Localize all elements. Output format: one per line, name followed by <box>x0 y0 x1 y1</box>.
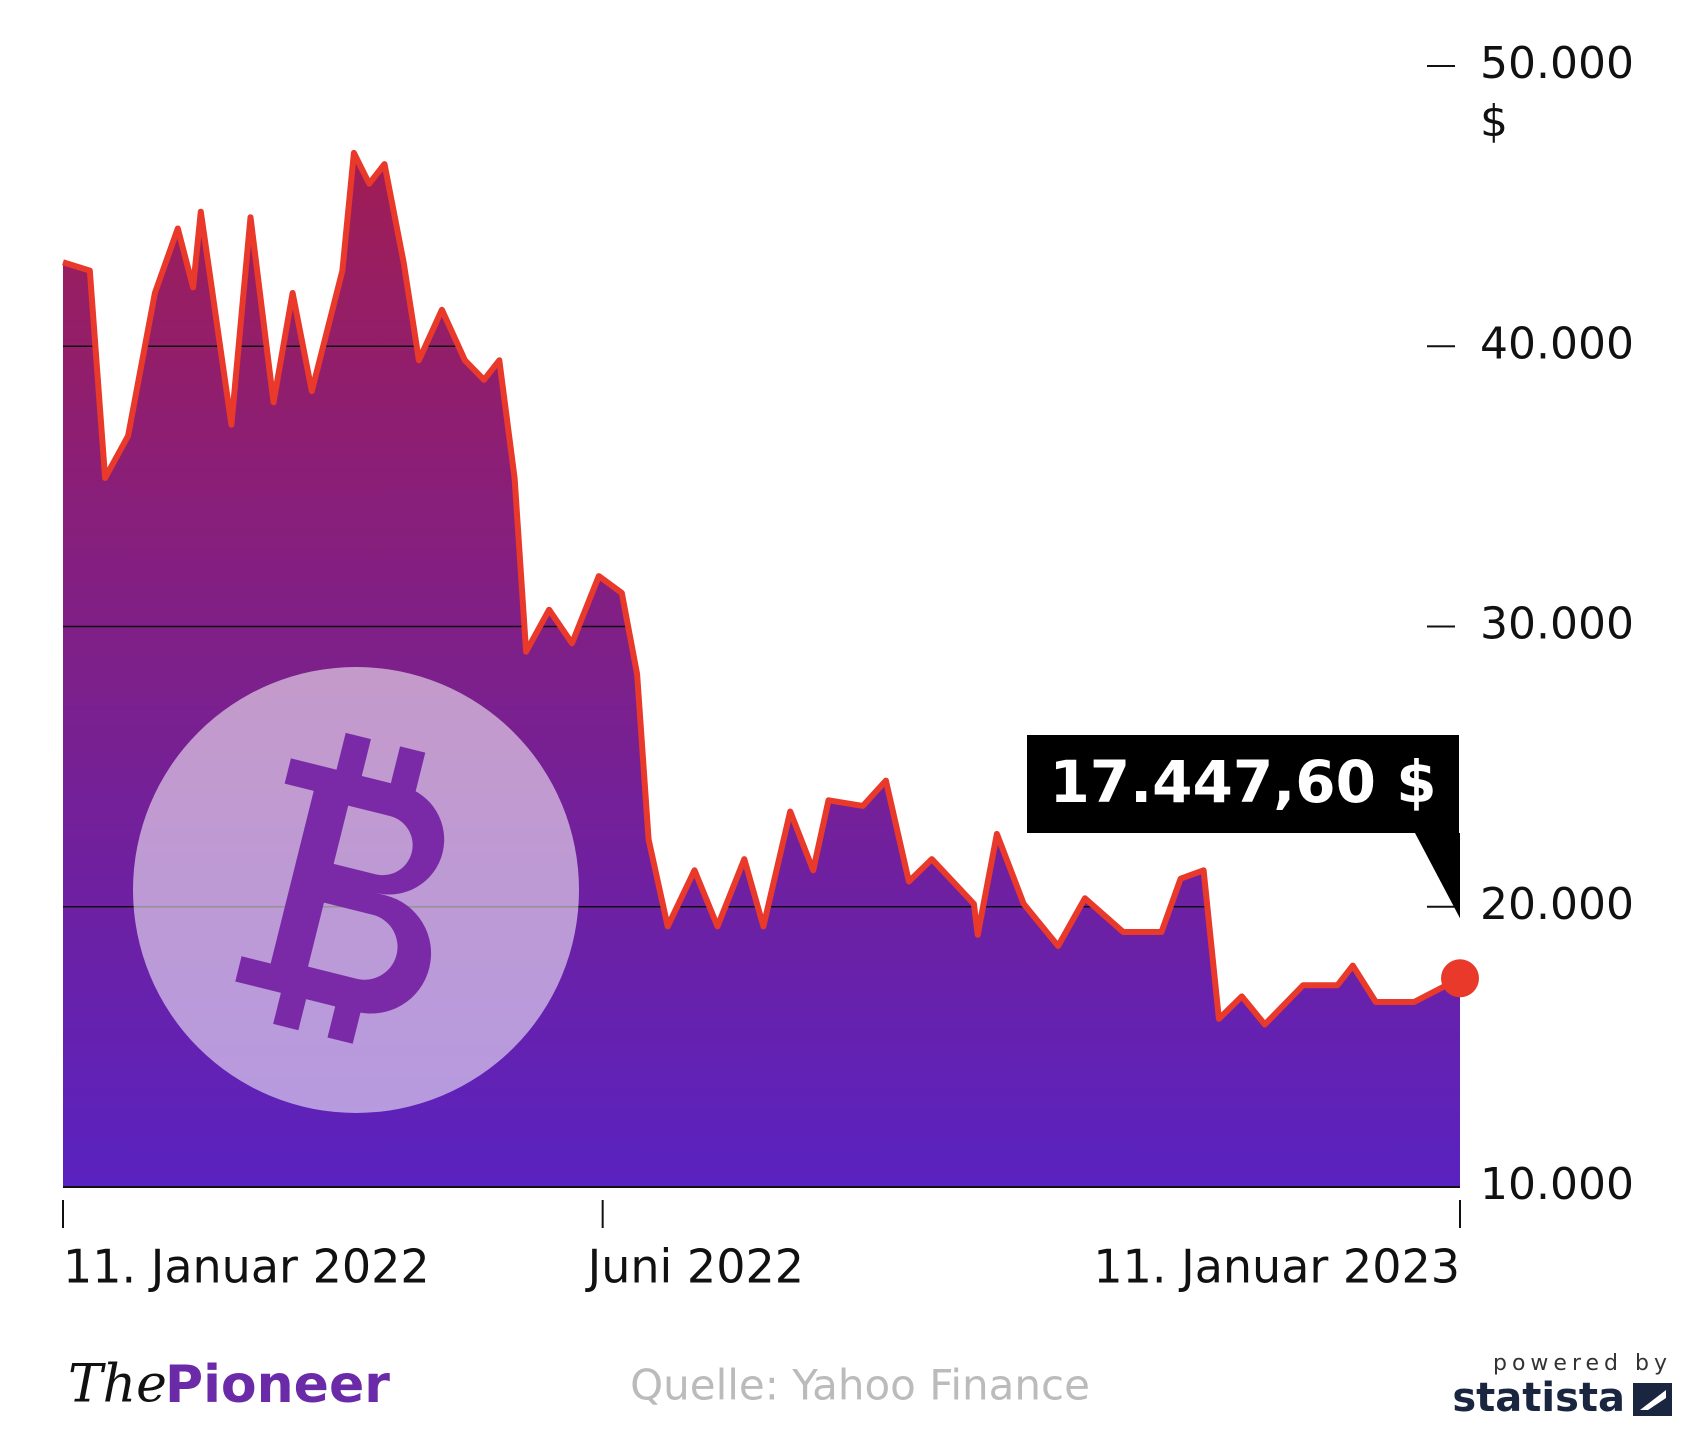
annotation-label: 17.447,60 $ <box>1049 748 1436 816</box>
brand-the: The <box>68 1355 167 1415</box>
annotation-box <box>1027 735 1459 833</box>
y-unit: $ <box>1480 96 1508 147</box>
statista-logo: statista <box>1452 1375 1625 1421</box>
y-tick-label: 40.000 <box>1480 318 1634 369</box>
y-tick-label: 50.000 <box>1480 38 1634 89</box>
overlay: 10.000 20.000 30.000 40.000 50.000 $11. Janua… <box>62 38 1634 1294</box>
y-tick-label: 10.000 <box>1480 1159 1634 1210</box>
x-tick-label: Juni 2022 <box>585 1240 804 1294</box>
brand-pioneer: Pioneer <box>165 1355 390 1415</box>
annotation-pointer <box>1415 833 1460 919</box>
y-tick-label: 30.000 <box>1480 599 1634 650</box>
price-line <box>62 149 1462 1028</box>
x-tick-label: 11. Januar 2022 <box>63 1240 430 1294</box>
footer: The Pioneer Quelle: Yahoo Finance powere… <box>68 1351 1672 1421</box>
last-point <box>1441 959 1479 998</box>
powered-by: powered by <box>1493 1351 1672 1376</box>
statista-icon <box>1633 1383 1672 1416</box>
y-tick-label: 20.000 <box>1480 879 1634 930</box>
source: Quelle: Yahoo Finance <box>630 1361 1090 1410</box>
bitcoin-icon <box>133 667 579 1113</box>
x-tick-label: 11. Januar 2023 <box>1093 1240 1460 1294</box>
